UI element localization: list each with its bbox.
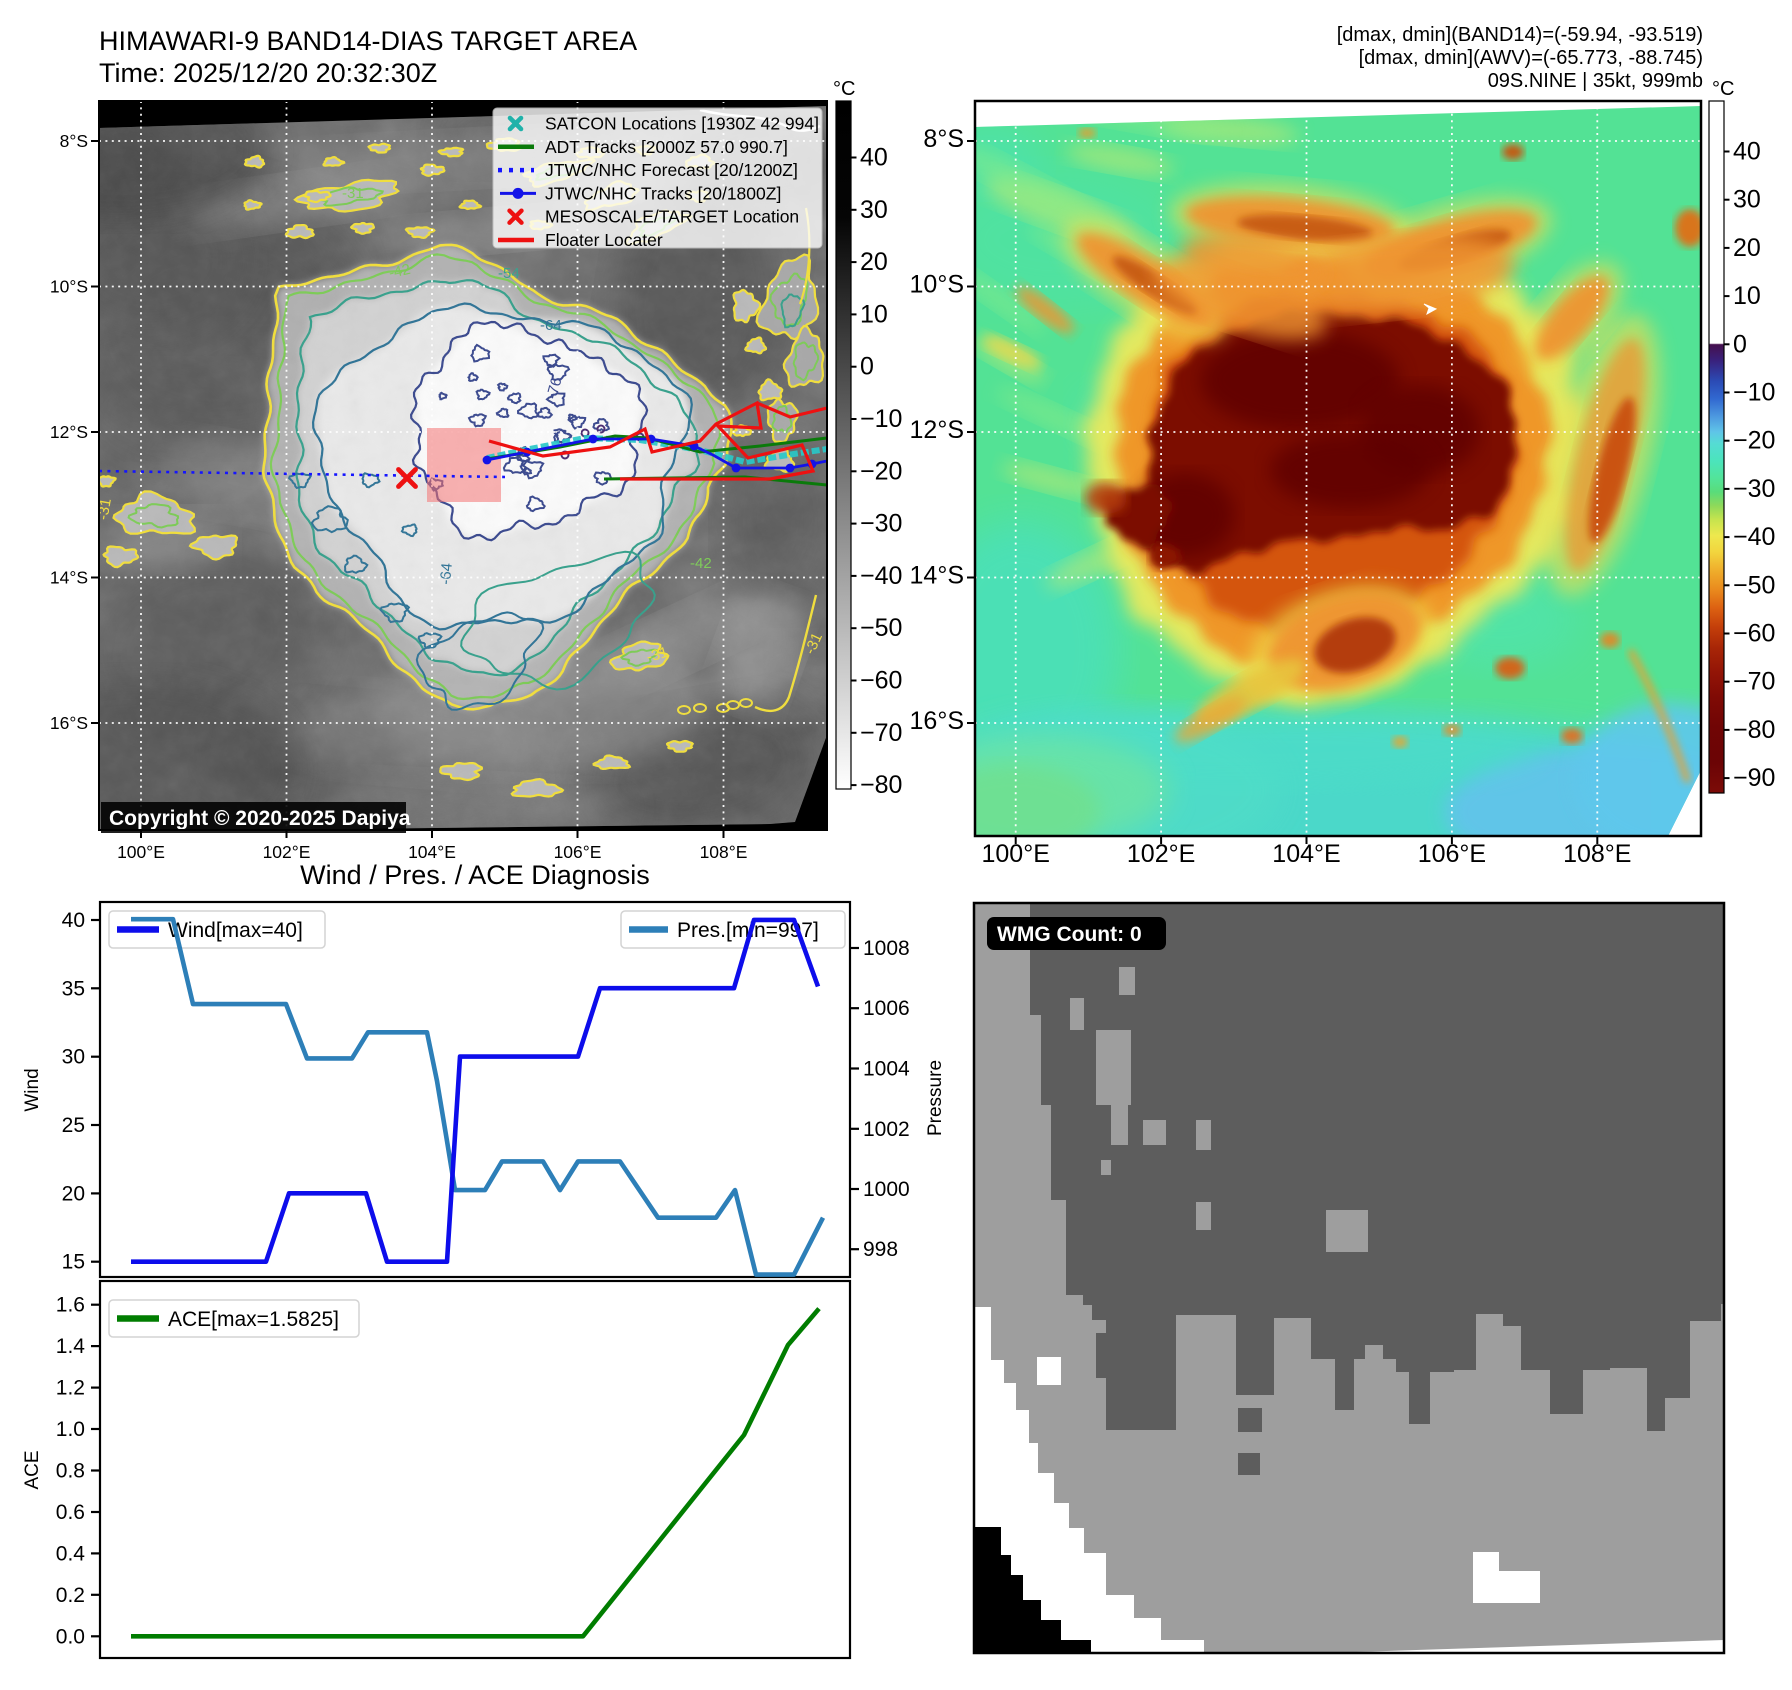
svg-text:−10: −10 xyxy=(1733,379,1775,407)
svg-text:−40: −40 xyxy=(860,562,902,590)
svg-text:0.4: 0.4 xyxy=(56,1542,86,1565)
svg-text:1002: 1002 xyxy=(863,1118,910,1141)
svg-text:−60: −60 xyxy=(860,667,902,695)
svg-text:0: 0 xyxy=(860,353,874,381)
svg-text:ACE[max=1.5825]: ACE[max=1.5825] xyxy=(168,1308,339,1331)
svg-text:25: 25 xyxy=(62,1114,85,1137)
svg-text:106°E: 106°E xyxy=(1418,840,1486,868)
svg-text:104°E: 104°E xyxy=(408,842,456,862)
svg-text:−70: −70 xyxy=(1733,668,1775,696)
svg-text:[dmax, dmin](AWV)=(-65.773, -8: [dmax, dmin](AWV)=(-65.773, -88.745) xyxy=(1359,47,1703,69)
svg-text:104°E: 104°E xyxy=(1272,840,1340,868)
svg-text:10: 10 xyxy=(860,300,888,328)
svg-text:−30: −30 xyxy=(1733,475,1775,503)
svg-text:30: 30 xyxy=(860,196,888,224)
svg-text:Wind[max=40]: Wind[max=40] xyxy=(168,919,303,942)
svg-text:JTWC/NHC Forecast [20/1200Z]: JTWC/NHC Forecast [20/1200Z] xyxy=(545,160,798,180)
svg-text:−80: −80 xyxy=(860,771,902,799)
svg-text:HIMAWARI-9 BAND14-DIAS TARGET: HIMAWARI-9 BAND14-DIAS TARGET AREA xyxy=(99,26,637,56)
svg-text:40: 40 xyxy=(1733,138,1761,166)
svg-text:20: 20 xyxy=(62,1182,85,1205)
svg-text:Wind: Wind xyxy=(22,1068,43,1111)
svg-text:Pressure: Pressure xyxy=(925,1060,946,1136)
svg-text:1.6: 1.6 xyxy=(56,1294,85,1317)
svg-text:1.0: 1.0 xyxy=(56,1418,85,1441)
svg-text:−50: −50 xyxy=(860,614,902,642)
svg-text:0: 0 xyxy=(1733,330,1747,358)
svg-text:1.2: 1.2 xyxy=(56,1377,85,1400)
svg-text:Wind / Pres. / ACE Diagnosis: Wind / Pres. / ACE Diagnosis xyxy=(300,860,650,890)
svg-text:Copyright © 2020-2025 Dapiya: Copyright © 2020-2025 Dapiya xyxy=(109,807,411,830)
svg-text:40: 40 xyxy=(860,144,888,172)
svg-text:ACE: ACE xyxy=(22,1450,43,1489)
svg-text:−20: −20 xyxy=(860,457,902,485)
svg-text:10°S: 10°S xyxy=(50,277,88,297)
svg-text:108°E: 108°E xyxy=(700,842,748,862)
svg-text:Time: 2025/12/20 20:32:30Z: Time: 2025/12/20 20:32:30Z xyxy=(99,58,437,88)
svg-text:1004: 1004 xyxy=(863,1058,910,1081)
svg-text:−10: −10 xyxy=(860,405,902,433)
svg-text:−70: −70 xyxy=(860,719,902,747)
svg-text:1008: 1008 xyxy=(863,937,910,960)
svg-text:Pres.[min=997]: Pres.[min=997] xyxy=(677,919,819,942)
svg-text:SATCON Locations [1930Z 42 994: SATCON Locations [1930Z 42 994] xyxy=(545,114,819,134)
svg-text:[dmax, dmin](BAND14)=(-59.94,: [dmax, dmin](BAND14)=(-59.94, -93.519) xyxy=(1337,24,1703,46)
svg-text:1000: 1000 xyxy=(863,1178,910,1201)
svg-text:8°S: 8°S xyxy=(923,125,964,153)
svg-text:15: 15 xyxy=(62,1251,85,1274)
svg-text:14°S: 14°S xyxy=(50,568,88,588)
svg-text:100°E: 100°E xyxy=(117,842,165,862)
svg-text:Floater Locater: Floater Locater xyxy=(545,230,663,250)
svg-text:0.8: 0.8 xyxy=(56,1460,85,1483)
svg-text:20: 20 xyxy=(860,248,888,276)
svg-text:ADT Tracks [2000Z 57.0 990.7]: ADT Tracks [2000Z 57.0 990.7] xyxy=(545,137,788,157)
svg-text:16°S: 16°S xyxy=(910,707,964,735)
svg-text:100°E: 100°E xyxy=(982,840,1050,868)
svg-text:10°S: 10°S xyxy=(910,271,964,299)
svg-text:14°S: 14°S xyxy=(910,562,964,590)
svg-text:20: 20 xyxy=(1733,234,1761,262)
svg-text:30: 30 xyxy=(62,1046,85,1069)
svg-text:102°E: 102°E xyxy=(263,842,311,862)
svg-text:16°S: 16°S xyxy=(50,713,88,733)
svg-text:8°S: 8°S xyxy=(60,131,88,151)
svg-text:−50: −50 xyxy=(1733,571,1775,599)
svg-text:1006: 1006 xyxy=(863,997,910,1020)
svg-text:JTWC/NHC Tracks [20/1800Z]: JTWC/NHC Tracks [20/1800Z] xyxy=(545,183,781,203)
svg-text:−80: −80 xyxy=(1733,716,1775,744)
svg-text:30: 30 xyxy=(1733,186,1761,214)
svg-text:−20: −20 xyxy=(1733,427,1775,455)
svg-text:12°S: 12°S xyxy=(50,422,88,442)
svg-text:WMG Count: 0: WMG Count: 0 xyxy=(997,923,1142,946)
svg-text:°C: °C xyxy=(1712,78,1734,100)
svg-text:09S.NINE | 35kt, 999mb: 09S.NINE | 35kt, 999mb xyxy=(1488,70,1703,92)
svg-text:10: 10 xyxy=(1733,282,1761,310)
svg-text:998: 998 xyxy=(863,1238,898,1261)
svg-text:40: 40 xyxy=(62,909,85,932)
svg-text:35: 35 xyxy=(62,977,85,1000)
svg-text:102°E: 102°E xyxy=(1127,840,1195,868)
svg-text:108°E: 108°E xyxy=(1563,840,1631,868)
svg-text:°C: °C xyxy=(833,78,855,100)
svg-text:−90: −90 xyxy=(1733,764,1775,792)
svg-text:0.2: 0.2 xyxy=(56,1584,85,1607)
svg-text:−60: −60 xyxy=(1733,620,1775,648)
svg-text:12°S: 12°S xyxy=(910,416,964,444)
svg-text:0.0: 0.0 xyxy=(56,1625,85,1648)
svg-text:−40: −40 xyxy=(1733,523,1775,551)
svg-text:0.6: 0.6 xyxy=(56,1501,85,1524)
svg-text:1.4: 1.4 xyxy=(56,1335,86,1358)
svg-text:106°E: 106°E xyxy=(554,842,602,862)
svg-text:MESOSCALE/TARGET Location: MESOSCALE/TARGET Location xyxy=(545,207,799,227)
svg-text:−30: −30 xyxy=(860,510,902,538)
